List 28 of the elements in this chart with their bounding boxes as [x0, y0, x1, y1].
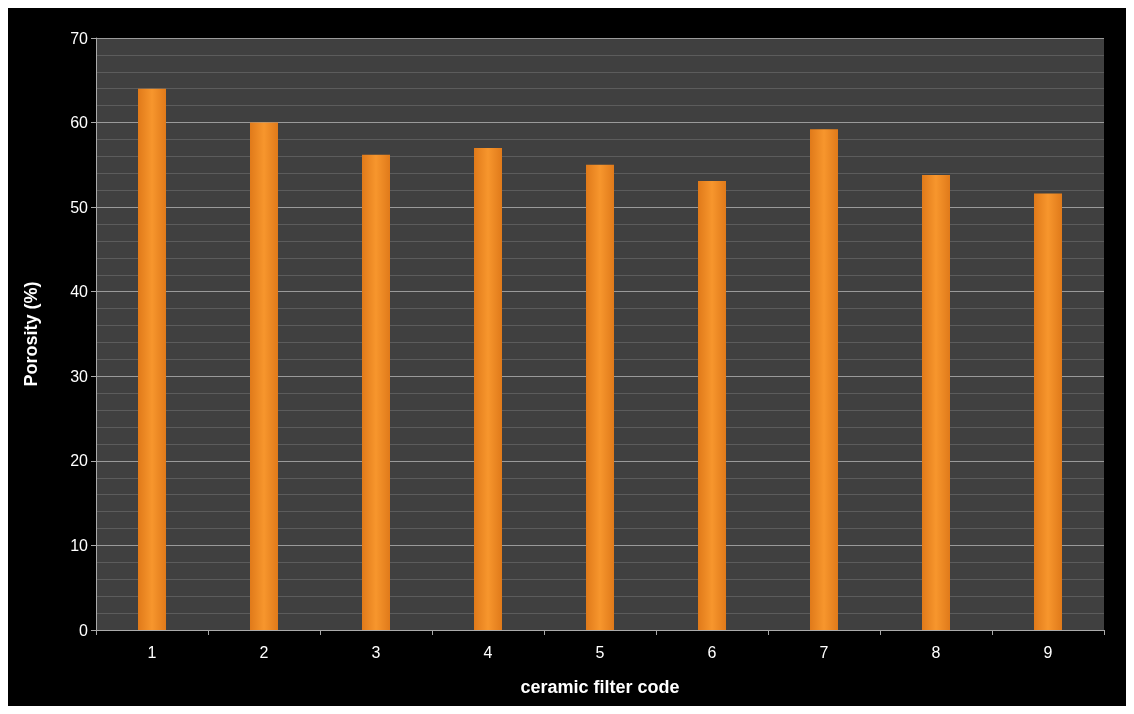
x-tick-label: 4 — [483, 643, 493, 661]
bar — [922, 175, 950, 630]
y-tick-label: 50 — [70, 198, 89, 216]
y-tick-label: 20 — [70, 452, 89, 470]
bar — [586, 164, 614, 630]
x-tick-label: 7 — [819, 643, 829, 661]
y-tick-label: 0 — [79, 621, 89, 639]
x-tick-label: 6 — [707, 643, 717, 661]
x-tick-label: 1 — [147, 643, 157, 661]
y-tick-label: 10 — [70, 536, 89, 554]
y-tick-label: 70 — [70, 29, 89, 47]
x-tick-label: 2 — [259, 643, 269, 661]
bar — [474, 147, 502, 630]
y-tick-label: 30 — [70, 367, 89, 385]
y-tick-label: 40 — [70, 283, 89, 301]
bar — [698, 180, 726, 630]
x-tick-label: 5 — [595, 643, 605, 661]
bar — [810, 129, 838, 630]
x-tick-label: 3 — [371, 643, 381, 661]
x-tick-label: 8 — [931, 643, 941, 661]
x-axis-title: ceramic filter code — [520, 677, 680, 697]
bar — [362, 154, 390, 630]
bar — [138, 88, 166, 630]
x-tick-label: 9 — [1043, 643, 1053, 661]
bar — [1034, 193, 1062, 630]
y-tick-label: 60 — [70, 114, 89, 132]
y-axis-title: Porosity (%) — [21, 281, 41, 387]
bar — [250, 122, 278, 630]
